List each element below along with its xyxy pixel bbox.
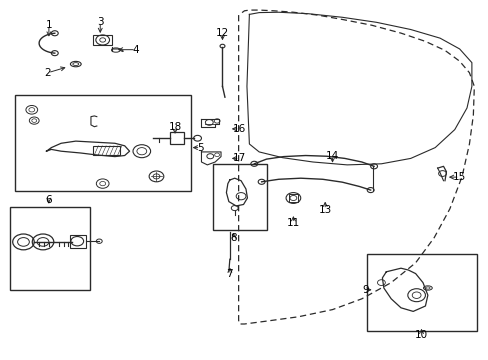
Text: 14: 14 <box>325 150 339 161</box>
Text: 3: 3 <box>97 17 103 27</box>
Text: 11: 11 <box>286 218 300 228</box>
Bar <box>70 235 85 248</box>
Text: 6: 6 <box>45 195 52 205</box>
Text: 2: 2 <box>44 68 51 78</box>
Bar <box>10 207 90 290</box>
Text: 4: 4 <box>132 45 139 55</box>
Text: 12: 12 <box>215 28 229 38</box>
Text: 10: 10 <box>414 330 427 340</box>
Bar <box>170 132 183 144</box>
Bar <box>15 95 190 191</box>
Text: 9: 9 <box>362 285 368 295</box>
Text: 8: 8 <box>230 233 237 243</box>
Bar <box>288 194 298 202</box>
Text: 16: 16 <box>232 124 246 134</box>
Text: 15: 15 <box>452 172 466 182</box>
Text: 7: 7 <box>226 269 233 279</box>
Text: 17: 17 <box>232 153 246 163</box>
Bar <box>212 164 266 230</box>
Bar <box>93 35 112 45</box>
Text: 13: 13 <box>318 204 331 215</box>
Bar <box>93 146 120 155</box>
Text: 18: 18 <box>168 122 182 132</box>
Bar <box>366 254 476 331</box>
Text: 1: 1 <box>45 20 52 30</box>
Text: 5: 5 <box>197 143 203 153</box>
